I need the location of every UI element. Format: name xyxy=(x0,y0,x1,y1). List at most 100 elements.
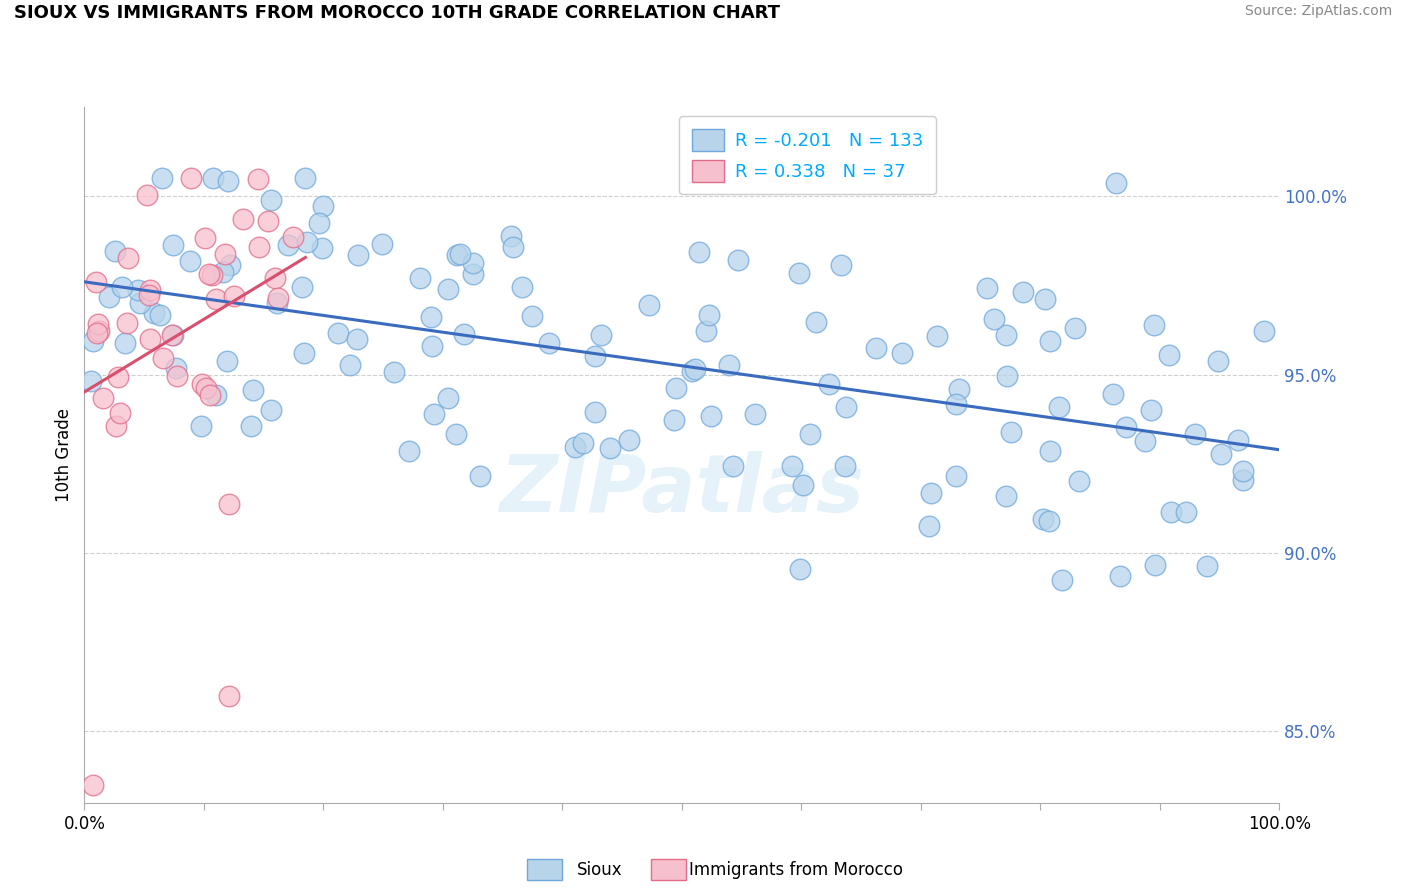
Point xyxy=(297,235,319,249)
Point xyxy=(695,324,717,338)
Point xyxy=(142,306,165,320)
Point xyxy=(294,171,316,186)
Point xyxy=(198,388,221,402)
Point xyxy=(1039,334,1062,348)
Point xyxy=(214,247,236,261)
Legend: R = -0.201   N = 133, R = 0.338   N = 37: R = -0.201 N = 133, R = 0.338 N = 37 xyxy=(679,116,936,194)
Point xyxy=(995,368,1018,383)
Point xyxy=(242,384,264,398)
Point xyxy=(266,296,288,310)
Point xyxy=(326,326,349,341)
Point xyxy=(830,259,852,273)
Point xyxy=(382,365,405,379)
Point xyxy=(1253,324,1275,338)
Point xyxy=(1050,573,1073,587)
Point xyxy=(787,266,810,280)
Point xyxy=(994,489,1017,503)
Point xyxy=(1000,425,1022,440)
Point xyxy=(444,426,467,441)
Point xyxy=(218,497,240,511)
Point xyxy=(202,171,225,186)
Point xyxy=(721,458,744,473)
Point xyxy=(983,311,1005,326)
Point xyxy=(1108,569,1130,583)
Point xyxy=(1115,420,1137,434)
Point xyxy=(1011,285,1033,299)
Point xyxy=(80,375,103,389)
Point xyxy=(945,397,967,411)
Point xyxy=(804,315,827,329)
Point xyxy=(201,268,224,282)
Point xyxy=(162,328,184,343)
Point xyxy=(599,441,621,455)
Point xyxy=(688,245,710,260)
Point xyxy=(468,469,491,483)
Point xyxy=(637,298,659,312)
Point xyxy=(683,362,706,376)
Point xyxy=(463,267,485,281)
Point xyxy=(398,443,420,458)
Point xyxy=(114,335,136,350)
Point xyxy=(572,435,595,450)
Point xyxy=(437,282,460,296)
Point xyxy=(111,280,134,294)
Point xyxy=(108,406,131,420)
Point xyxy=(1175,505,1198,519)
Point xyxy=(1232,473,1254,487)
Point xyxy=(222,289,245,303)
Point xyxy=(127,283,149,297)
Point xyxy=(86,326,108,341)
Point xyxy=(995,328,1018,343)
Point xyxy=(409,270,432,285)
Text: Source: ZipAtlas.com: Source: ZipAtlas.com xyxy=(1244,4,1392,19)
Point xyxy=(205,293,228,307)
Text: Immigrants from Morocco: Immigrants from Morocco xyxy=(689,861,903,879)
Point xyxy=(311,241,333,255)
Point xyxy=(510,279,533,293)
Point xyxy=(371,236,394,251)
Point xyxy=(1140,403,1163,417)
Point xyxy=(346,332,368,346)
Point xyxy=(194,231,217,245)
Point xyxy=(291,279,314,293)
Point xyxy=(727,252,749,267)
Point xyxy=(292,345,315,359)
Point xyxy=(422,338,444,352)
Point xyxy=(86,317,108,331)
Point xyxy=(1143,318,1166,332)
Point xyxy=(792,477,814,491)
Point xyxy=(891,346,914,360)
Point xyxy=(152,351,174,365)
Point xyxy=(744,407,766,421)
Point xyxy=(717,358,740,372)
Point xyxy=(308,216,330,230)
Point xyxy=(217,174,239,188)
Point xyxy=(818,376,841,391)
Point xyxy=(162,238,184,252)
Point xyxy=(105,419,128,434)
Point xyxy=(1208,353,1230,368)
Point xyxy=(1227,434,1250,448)
Point xyxy=(437,391,460,405)
Point xyxy=(976,281,998,295)
Point xyxy=(1105,176,1128,190)
Point xyxy=(1047,400,1070,414)
Point xyxy=(179,253,201,268)
Point xyxy=(499,229,522,244)
Point xyxy=(82,778,104,792)
Point xyxy=(197,267,219,281)
Point xyxy=(1102,387,1125,401)
Point xyxy=(264,270,287,285)
Text: SIOUX VS IMMIGRANTS FROM MOROCCO 10TH GRADE CORRELATION CHART: SIOUX VS IMMIGRANTS FROM MOROCCO 10TH GR… xyxy=(14,4,780,22)
Point xyxy=(1032,511,1054,525)
Point xyxy=(89,324,111,338)
Point xyxy=(312,199,335,213)
Point xyxy=(681,364,703,378)
Point xyxy=(247,239,270,253)
Point xyxy=(700,409,723,423)
Point xyxy=(260,194,283,208)
Point xyxy=(422,407,444,421)
Point xyxy=(217,353,239,368)
Point xyxy=(149,309,172,323)
Point xyxy=(589,327,612,342)
